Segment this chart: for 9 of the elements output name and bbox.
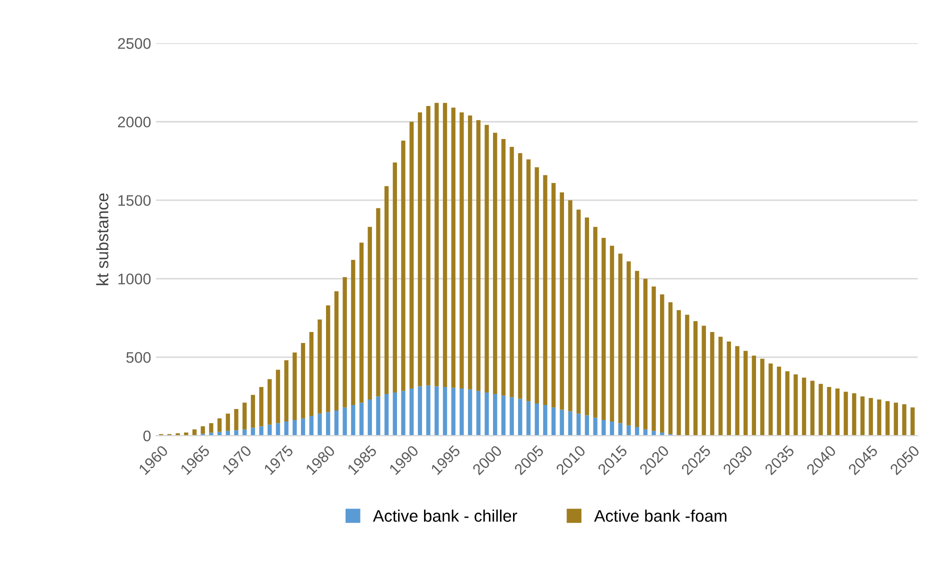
y-tick-label: 2500 xyxy=(118,38,151,49)
y-tick-label: 1000 xyxy=(118,274,151,284)
legend-label: Active bank -foam xyxy=(594,510,726,522)
legend-label: Active bank - chiller xyxy=(372,510,518,522)
y-tick-label: 0 xyxy=(143,430,151,442)
y-tick-label: 1500 xyxy=(118,195,151,206)
y-axis-title: kt substance xyxy=(96,193,108,286)
y-tick-label: 2000 xyxy=(118,116,151,128)
y-tick-label: 500 xyxy=(126,352,151,363)
